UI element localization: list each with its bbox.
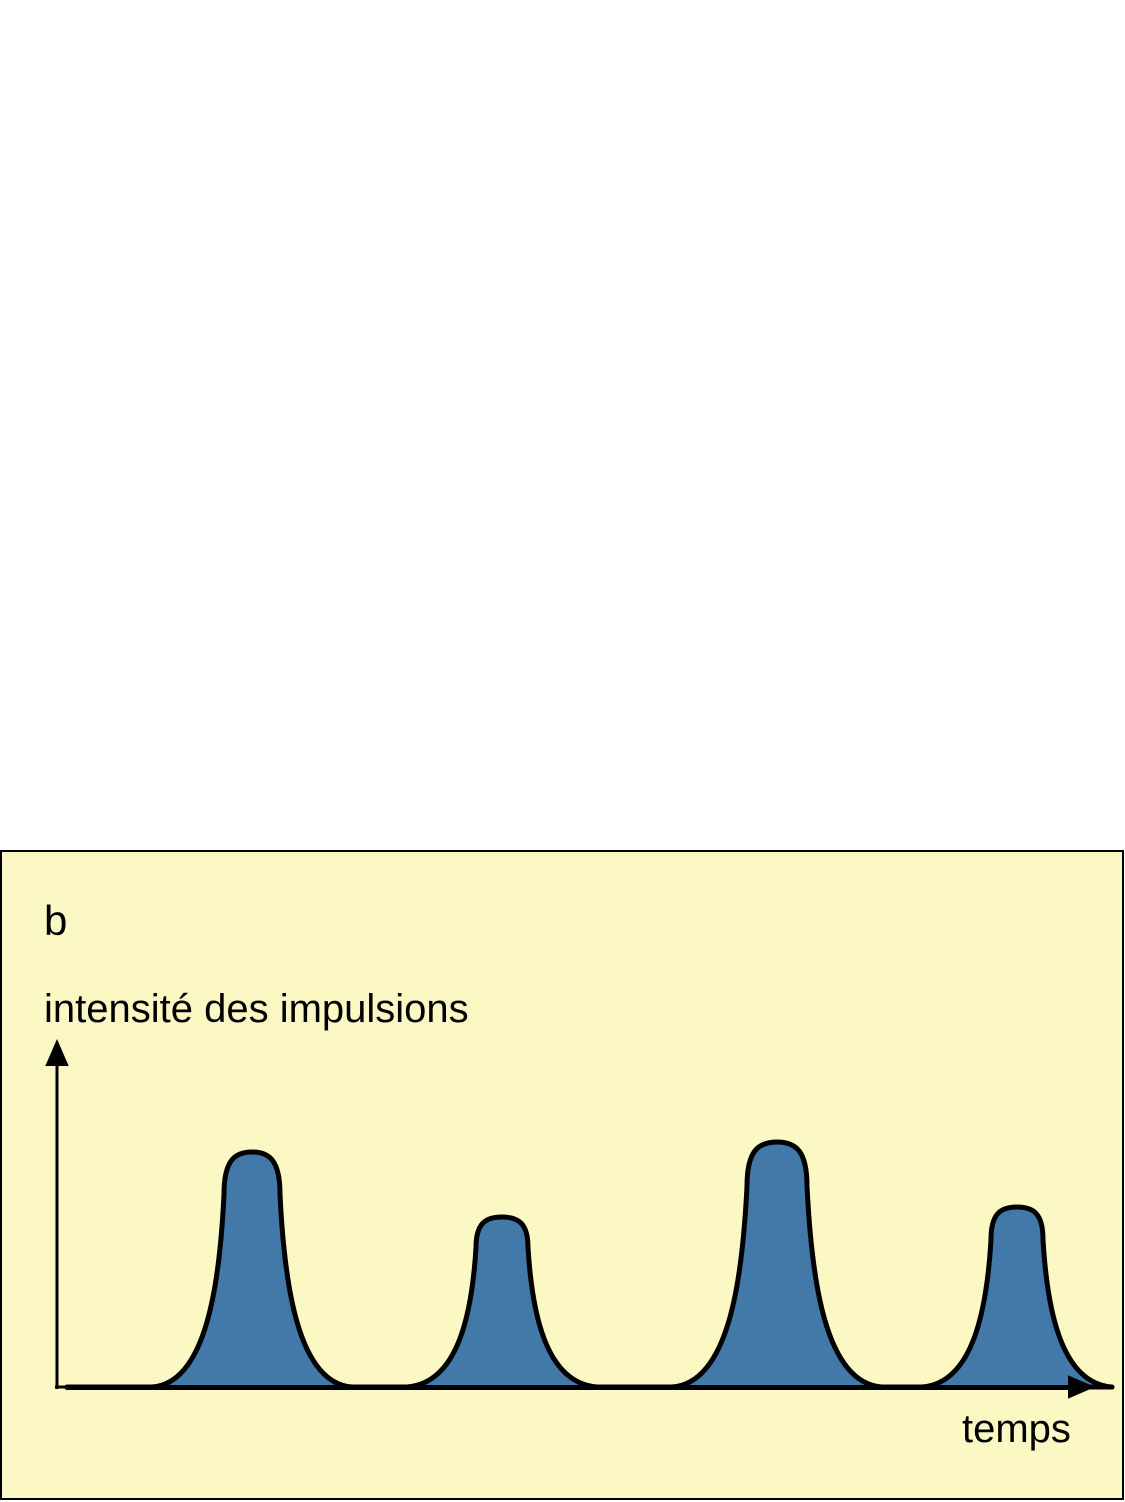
pulse-chart bbox=[2, 852, 1125, 1502]
figure-panel-b: bintensité des impulsionstemps bbox=[0, 850, 1124, 1500]
y-axis-arrow-icon bbox=[45, 1039, 68, 1066]
pulse-series-fill bbox=[67, 1142, 1112, 1388]
